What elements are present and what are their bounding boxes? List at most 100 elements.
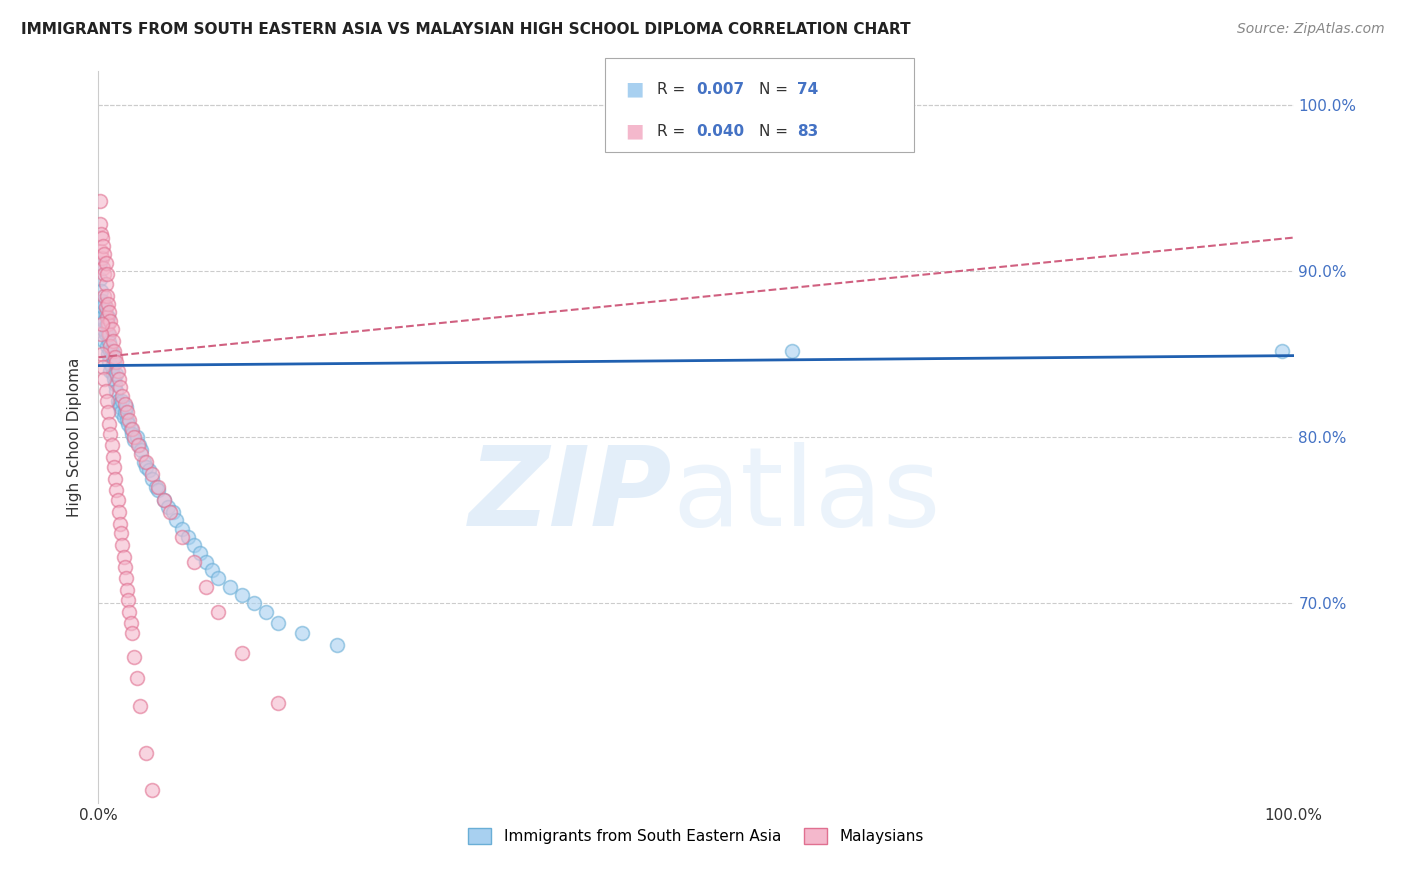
Point — [118, 413, 141, 427]
Point — [243, 596, 266, 610]
Point — [115, 400, 138, 414]
Text: 74: 74 — [797, 82, 818, 96]
Point — [101, 334, 124, 348]
Point — [91, 260, 114, 275]
Text: R =: R = — [657, 82, 690, 96]
Point — [141, 782, 163, 797]
Point — [100, 343, 122, 358]
Point — [1271, 343, 1294, 358]
Point — [131, 443, 153, 458]
Point — [138, 463, 160, 477]
Point — [103, 460, 125, 475]
Point — [91, 317, 114, 331]
Point — [94, 277, 117, 292]
Point — [159, 505, 181, 519]
Point — [121, 626, 143, 640]
Point — [98, 417, 121, 431]
Point — [98, 335, 121, 350]
Text: ■: ■ — [626, 79, 644, 99]
Point — [121, 422, 143, 436]
Point — [107, 393, 129, 408]
Point — [104, 351, 127, 365]
Point — [131, 447, 153, 461]
Point — [94, 307, 117, 321]
Point — [124, 430, 146, 444]
Point — [91, 310, 114, 325]
Point — [96, 289, 118, 303]
Text: N =: N = — [759, 124, 793, 138]
Point — [120, 616, 142, 631]
Point — [108, 516, 131, 531]
Text: 0.007: 0.007 — [696, 82, 744, 96]
Point — [124, 649, 146, 664]
Point — [110, 526, 132, 541]
Point — [291, 626, 314, 640]
Point — [267, 696, 290, 710]
Point — [101, 367, 124, 381]
Point — [98, 363, 122, 377]
Point — [105, 367, 128, 381]
Text: 0.040: 0.040 — [696, 124, 744, 138]
Point — [172, 530, 194, 544]
Point — [148, 483, 170, 498]
Point — [111, 538, 134, 552]
Point — [141, 472, 163, 486]
Point — [107, 397, 129, 411]
Point — [132, 455, 155, 469]
Point — [94, 326, 117, 341]
Legend: Immigrants from South Eastern Asia, Malaysians: Immigrants from South Eastern Asia, Mala… — [463, 822, 929, 850]
Text: 83: 83 — [797, 124, 818, 138]
Point — [219, 580, 242, 594]
Point — [148, 480, 170, 494]
Point — [107, 493, 129, 508]
Point — [101, 351, 124, 365]
Point — [177, 530, 200, 544]
Point — [165, 513, 187, 527]
Point — [254, 605, 277, 619]
Point — [195, 555, 218, 569]
Point — [135, 460, 157, 475]
Point — [90, 284, 112, 298]
Point — [103, 372, 125, 386]
Text: IMMIGRANTS FROM SOUTH EASTERN ASIA VS MALAYSIAN HIGH SCHOOL DIPLOMA CORRELATION : IMMIGRANTS FROM SOUTH EASTERN ASIA VS MA… — [21, 22, 911, 37]
Point — [98, 305, 121, 319]
Point — [128, 438, 150, 452]
Point — [162, 505, 184, 519]
Point — [91, 347, 114, 361]
Point — [98, 314, 122, 328]
Point — [93, 289, 115, 303]
Point — [96, 393, 118, 408]
Point — [135, 746, 157, 760]
Point — [127, 438, 149, 452]
Point — [124, 434, 146, 448]
Point — [89, 194, 111, 208]
Point — [110, 405, 132, 419]
Point — [96, 267, 118, 281]
Point — [96, 317, 118, 331]
Point — [115, 582, 138, 597]
Point — [135, 455, 157, 469]
Point — [91, 239, 114, 253]
Point — [231, 646, 253, 660]
Point — [114, 397, 136, 411]
Point — [96, 338, 118, 352]
Point — [93, 267, 115, 281]
Point — [100, 360, 122, 375]
Point — [100, 322, 122, 336]
Point — [93, 372, 115, 386]
Point — [125, 430, 148, 444]
Point — [108, 380, 131, 394]
Point — [93, 334, 115, 348]
Point — [87, 297, 110, 311]
Point — [94, 384, 117, 398]
Point — [97, 347, 120, 361]
Point — [172, 522, 194, 536]
Text: atlas: atlas — [672, 442, 941, 549]
Point — [195, 580, 218, 594]
Text: R =: R = — [657, 124, 690, 138]
Point — [107, 505, 129, 519]
Point — [105, 355, 128, 369]
Point — [90, 305, 112, 319]
Point — [111, 388, 134, 402]
Point — [118, 605, 141, 619]
